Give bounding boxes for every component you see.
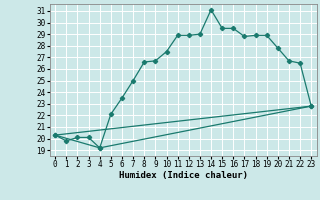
X-axis label: Humidex (Indice chaleur): Humidex (Indice chaleur) — [119, 171, 248, 180]
